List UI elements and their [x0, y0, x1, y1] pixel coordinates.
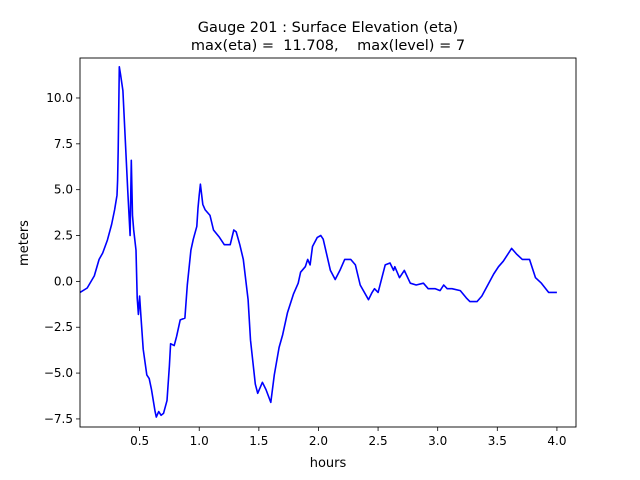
series-line-eta: [80, 66, 557, 418]
y-tick-label: −7.5: [44, 412, 73, 426]
x-tick-label: 2.0: [309, 434, 328, 448]
x-tick-label: 1.5: [249, 434, 268, 448]
y-tick-label: 2.5: [54, 229, 73, 243]
x-tick-label: 4.0: [547, 434, 566, 448]
x-tick-label: 3.5: [488, 434, 507, 448]
y-tick-label: 0.0: [54, 274, 73, 288]
y-tick-label: 7.5: [54, 137, 73, 151]
x-tick-label: 1.0: [190, 434, 209, 448]
chart-subtitle: max(eta) = 11.708, max(level) = 7: [191, 38, 465, 54]
x-axis-label: hours: [310, 456, 347, 471]
x-tick-label: 0.5: [130, 434, 149, 448]
y-axis-label: meters: [17, 220, 32, 266]
y-tick-label: 5.0: [54, 183, 73, 197]
chart-title: Gauge 201 : Surface Elevation (eta): [198, 20, 458, 36]
x-tick-label: 3.0: [428, 434, 447, 448]
y-tick-label: −5.0: [44, 366, 73, 380]
axes-frame: [79, 57, 577, 428]
y-tick-label: 10.0: [46, 91, 73, 105]
y-tick-label: −2.5: [44, 320, 73, 334]
x-tick-label: 2.5: [369, 434, 388, 448]
